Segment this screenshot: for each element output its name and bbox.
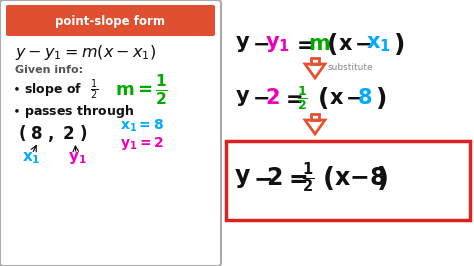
Text: Given info:: Given info: [15,65,83,75]
Text: $\mathbf{)}$: $\mathbf{)}$ [375,85,386,111]
FancyBboxPatch shape [6,5,215,36]
Text: $\mathbf{)}$: $\mathbf{)}$ [393,31,404,57]
Text: $\mathbf{-}$: $\mathbf{-}$ [252,88,269,108]
Text: $\mathbf{)}$: $\mathbf{)}$ [376,164,388,192]
Text: $\mathbf{\frac{1}{2}}$: $\mathbf{\frac{1}{2}}$ [155,73,168,107]
Text: $\mathbf{(}$: $\mathbf{(}$ [322,164,334,192]
Text: point-slope form: point-slope form [55,15,165,27]
Text: $\mathbf{x_1}$: $\mathbf{x_1}$ [366,34,391,54]
Text: $\mathbf{y}$: $\mathbf{y}$ [234,166,251,190]
Text: $\mathbf{x{-}8}$: $\mathbf{x{-}8}$ [334,166,386,190]
Text: $\mathbf{-}$: $\mathbf{-}$ [354,34,371,54]
FancyBboxPatch shape [0,0,221,266]
Text: $\mathbf{x}$: $\mathbf{x}$ [338,34,353,54]
Text: $y - y_1 = m(x - x_1)$: $y - y_1 = m(x - x_1)$ [15,44,156,63]
Text: $\bullet$ passes through: $\bullet$ passes through [12,102,134,119]
Text: $\mathbf{y}$: $\mathbf{y}$ [235,34,250,54]
Text: $\mathbf{m}$: $\mathbf{m}$ [308,34,330,54]
Text: $\mathbf{x_1}$: $\mathbf{x_1}$ [22,150,41,166]
Text: $\mathbf{=}$: $\mathbf{=}$ [281,88,302,108]
Text: $\frac{1}{2}$: $\frac{1}{2}$ [90,78,98,102]
Text: $\mathbf{y_1}$: $\mathbf{y_1}$ [68,150,87,166]
Text: substitute: substitute [328,64,374,73]
Text: $\mathbf{\frac{1}{2}}$: $\mathbf{\frac{1}{2}}$ [297,84,308,112]
Text: $\mathbf{x_1 = 8}$: $\mathbf{x_1 = 8}$ [120,118,164,134]
Text: $\mathbf{(}$: $\mathbf{(}$ [317,85,328,111]
Text: $\mathbf{-}$: $\mathbf{-}$ [345,88,362,108]
Text: $\mathbf{2}$: $\mathbf{2}$ [266,166,283,190]
Text: $\mathbf{\frac{1}{2}}$: $\mathbf{\frac{1}{2}}$ [302,161,314,195]
Text: $\mathbf{y}$: $\mathbf{y}$ [235,88,250,108]
Text: $\bullet$ slope of: $\bullet$ slope of [12,81,82,98]
Text: $\mathbf{( \ 8 \ , \ 2 \ )}$: $\mathbf{( \ 8 \ , \ 2 \ )}$ [18,123,88,144]
Text: $\mathbf{(}$: $\mathbf{(}$ [326,31,337,57]
Text: $\mathbf{8}$: $\mathbf{8}$ [357,88,372,108]
Text: $\mathbf{=}$: $\mathbf{=}$ [292,34,313,54]
Text: $\mathbf{y_1 = 2}$: $\mathbf{y_1 = 2}$ [120,135,164,152]
Text: $\mathbf{x}$: $\mathbf{x}$ [329,88,344,108]
Text: $\mathbf{m{=}}$: $\mathbf{m{=}}$ [115,81,152,99]
Text: $\mathbf{2}$: $\mathbf{2}$ [265,88,280,108]
FancyBboxPatch shape [226,141,470,220]
Text: $\mathbf{=}$: $\mathbf{=}$ [284,166,308,190]
Text: $\mathbf{-}$: $\mathbf{-}$ [253,166,272,190]
Text: $\mathbf{y_1}$: $\mathbf{y_1}$ [265,34,290,54]
Text: $\mathbf{-}$: $\mathbf{-}$ [252,34,269,54]
